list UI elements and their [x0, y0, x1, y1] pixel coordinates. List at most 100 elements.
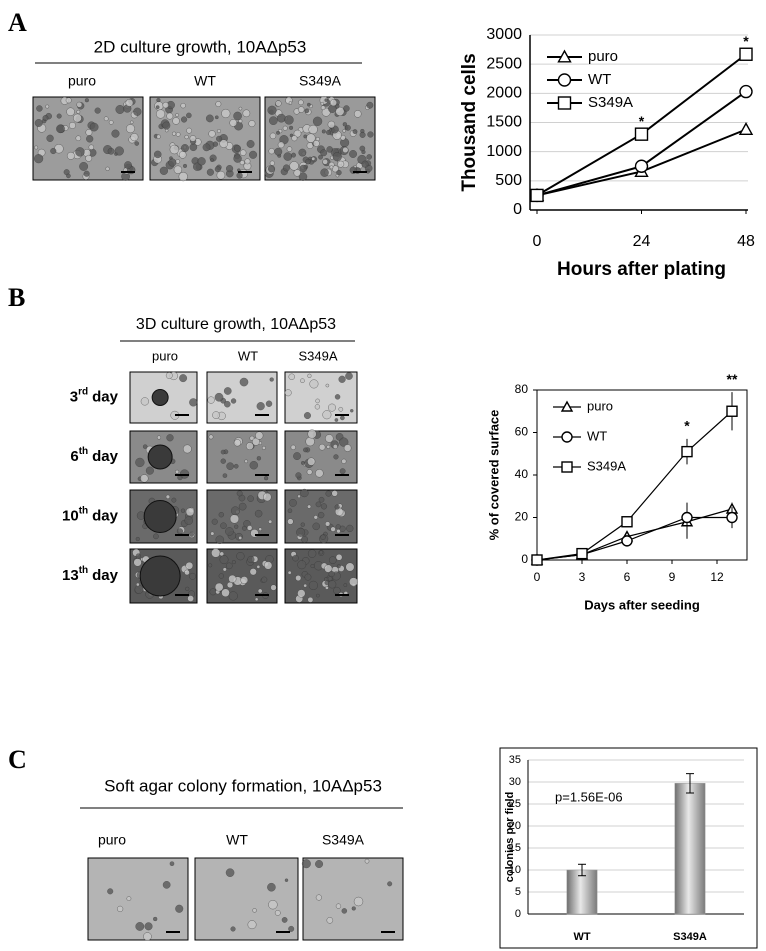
cell: [313, 515, 318, 520]
marker: [576, 547, 588, 560]
series-line: [536, 508, 733, 561]
cell: [134, 584, 144, 594]
cell: [65, 97, 72, 104]
cell: [135, 922, 145, 931]
y-tick-label: 20: [509, 820, 521, 832]
y-axis-label: % of covered surface: [486, 410, 501, 541]
annotation: p=1.56E-06: [555, 789, 623, 804]
cell: [327, 120, 336, 129]
y-tick-label: 35: [509, 754, 521, 766]
cell: [267, 105, 277, 115]
cell: [34, 145, 39, 150]
row-number: 13: [62, 567, 79, 584]
y-axis-label: colonies per field: [504, 792, 516, 882]
cell: [239, 377, 249, 387]
cell: [220, 458, 226, 464]
cell: [334, 504, 340, 510]
cell: [305, 158, 311, 165]
cell: [314, 404, 321, 410]
y-tick-label: 2500: [486, 55, 522, 72]
cell: [307, 373, 312, 378]
cell: [284, 878, 289, 882]
cell: [220, 449, 226, 455]
cell: [175, 113, 179, 117]
cell: [336, 528, 341, 534]
cell: [318, 511, 325, 519]
cell: [135, 457, 145, 468]
cell: [221, 108, 231, 119]
cell: [256, 564, 261, 569]
cell: [69, 121, 76, 129]
cell: [133, 107, 142, 116]
cell: [228, 591, 238, 601]
cell: [289, 498, 297, 507]
cell: [269, 160, 275, 166]
micrograph: [264, 95, 376, 181]
cell: [105, 166, 110, 171]
cell: [153, 916, 158, 922]
row-suffix: rd: [78, 386, 88, 397]
annotation: *: [684, 418, 690, 434]
y-tick-label: 1500: [486, 114, 522, 131]
cell: [276, 130, 280, 135]
cell: [153, 533, 159, 540]
cell: [256, 402, 265, 411]
cell: [306, 142, 314, 149]
cell: [221, 588, 230, 598]
micrograph: [149, 96, 261, 182]
cell: [214, 115, 219, 120]
cell: [189, 398, 198, 407]
row-suffix: th: [79, 505, 88, 516]
y-tick-label: 15: [509, 842, 521, 854]
cell: [79, 162, 89, 171]
cell: [320, 534, 326, 540]
cell: [238, 502, 247, 511]
cell: [366, 154, 372, 160]
cell: [335, 903, 342, 909]
cell: [281, 917, 288, 923]
panel-label: A: [8, 8, 27, 37]
cell: [244, 158, 251, 165]
cell: [292, 554, 299, 562]
cell: [233, 154, 242, 163]
cell: [315, 860, 324, 868]
y-tick-label: 80: [515, 382, 529, 396]
cell: [193, 162, 202, 171]
cell: [307, 457, 316, 466]
bar: [674, 783, 706, 915]
row-word: day: [92, 507, 119, 524]
cell: [342, 129, 346, 133]
cell: [336, 564, 341, 569]
cell: [258, 527, 262, 531]
cell: [210, 158, 214, 162]
cell: [233, 111, 242, 121]
cell: [140, 474, 149, 483]
micrograph: [194, 857, 299, 941]
cell: [315, 469, 324, 478]
y-tick-label: 1000: [486, 143, 522, 160]
cell: [50, 147, 57, 155]
cell: [265, 400, 273, 407]
cell: [89, 122, 99, 132]
cell: [287, 518, 294, 525]
cell: [85, 154, 93, 162]
cell: [343, 583, 348, 587]
cell: [328, 403, 336, 412]
cell: [295, 575, 302, 582]
cell: [328, 570, 335, 578]
cell: [320, 102, 324, 106]
marker: [681, 445, 693, 458]
cell: [288, 373, 295, 380]
cell: [284, 389, 292, 397]
marker: [739, 47, 753, 61]
cell: [249, 150, 258, 159]
cell: [331, 490, 338, 497]
cell: [165, 128, 169, 133]
cell: [328, 580, 337, 589]
cell: [225, 527, 234, 536]
micrograph: [129, 371, 198, 424]
cell: [218, 573, 224, 579]
cell: [245, 442, 254, 450]
y-tick-label: 25: [509, 798, 521, 810]
cell: [286, 146, 293, 152]
